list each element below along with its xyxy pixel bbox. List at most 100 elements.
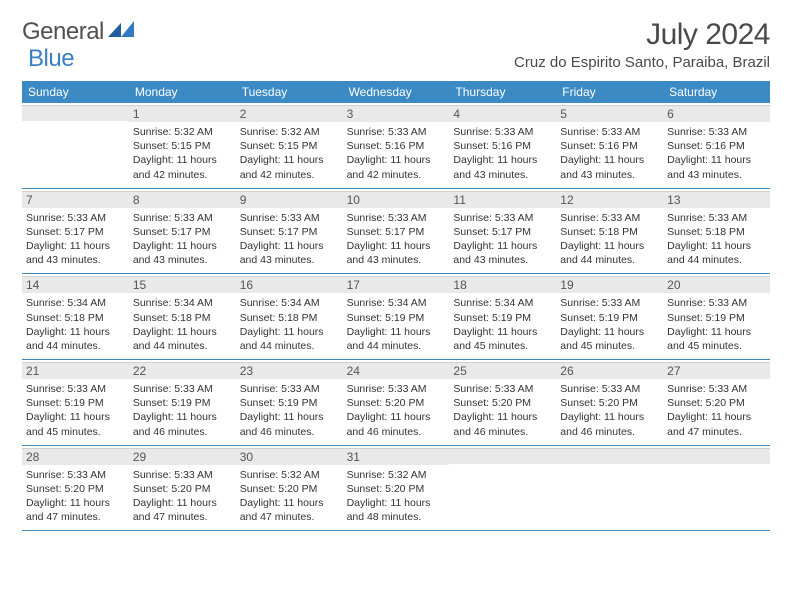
sunrise: Sunrise: 5:32 AM: [133, 125, 232, 139]
day-cell: 15Sunrise: 5:34 AMSunset: 5:18 PMDayligh…: [129, 274, 236, 359]
month-title: July 2024: [514, 18, 770, 52]
day-info: Sunrise: 5:33 AMSunset: 5:19 PMDaylight:…: [26, 382, 125, 439]
day-info: Sunrise: 5:33 AMSunset: 5:19 PMDaylight:…: [560, 296, 659, 353]
day-number: 19: [556, 276, 663, 293]
sunrise: Sunrise: 5:33 AM: [26, 468, 125, 482]
day-cell: [22, 103, 129, 188]
daylight-line2: and 43 minutes.: [453, 168, 552, 182]
daylight-line1: Daylight: 11 hours: [453, 410, 552, 424]
day-info: Sunrise: 5:33 AMSunset: 5:16 PMDaylight:…: [453, 125, 552, 182]
sunrise: Sunrise: 5:33 AM: [453, 211, 552, 225]
day-number: 22: [129, 362, 236, 379]
day-cell: 16Sunrise: 5:34 AMSunset: 5:18 PMDayligh…: [236, 274, 343, 359]
day-number: 15: [129, 276, 236, 293]
week-row: 21 Sunrise: 5:33 AMSunset: 5:19 PMDayligh…: [22, 360, 770, 446]
col-sat: Saturday: [663, 81, 770, 103]
day-cell: 12Sunrise: 5:33 AMSunset: 5:18 PMDayligh…: [556, 189, 663, 274]
day-info: Sunrise: 5:33 AMSunset: 5:19 PMDaylight:…: [667, 296, 766, 353]
daylight-line1: Daylight: 11 hours: [240, 325, 339, 339]
day-cell: 14Sunrise: 5:34 AMSunset: 5:18 PMDayligh…: [22, 274, 129, 359]
day-cell: [663, 446, 770, 531]
day-info: Sunrise: 5:33 AMSunset: 5:20 PMDaylight:…: [347, 382, 446, 439]
sunset: Sunset: 5:17 PM: [347, 225, 446, 239]
day-info: Sunrise: 5:33 AMSunset: 5:16 PMDaylight:…: [560, 125, 659, 182]
daylight-line2: and 43 minutes.: [347, 253, 446, 267]
day-number: 21: [22, 362, 129, 379]
sunset: Sunset: 5:17 PM: [133, 225, 232, 239]
daylight-line2: and 46 minutes.: [453, 425, 552, 439]
sunset: Sunset: 5:20 PM: [347, 482, 446, 496]
day-cell: 2Sunrise: 5:32 AMSunset: 5:15 PMDaylight…: [236, 103, 343, 188]
daylight-line2: and 47 minutes.: [133, 510, 232, 524]
sunrise: Sunrise: 5:32 AM: [240, 125, 339, 139]
day-number: 27: [663, 362, 770, 379]
day-cell: 10Sunrise: 5:33 AMSunset: 5:17 PMDayligh…: [343, 189, 450, 274]
daylight-line1: Daylight: 11 hours: [133, 496, 232, 510]
daylight-line1: Daylight: 11 hours: [240, 239, 339, 253]
daylight-line1: Daylight: 11 hours: [347, 325, 446, 339]
day-number: 2: [236, 105, 343, 122]
day-info: Sunrise: 5:33 AMSunset: 5:17 PMDaylight:…: [240, 211, 339, 268]
day-number: 13: [663, 191, 770, 208]
daylight-line2: and 43 minutes.: [133, 253, 232, 267]
day-number: 3: [343, 105, 450, 122]
day-info: Sunrise: 5:34 AMSunset: 5:18 PMDaylight:…: [240, 296, 339, 353]
daylight-line2: and 47 minutes.: [667, 425, 766, 439]
sunset: Sunset: 5:17 PM: [240, 225, 339, 239]
week-row: 1Sunrise: 5:32 AMSunset: 5:15 PMDaylight…: [22, 103, 770, 189]
daylight-line2: and 43 minutes.: [240, 253, 339, 267]
sunrise: Sunrise: 5:33 AM: [347, 125, 446, 139]
day-number: 31: [343, 448, 450, 465]
sunset: Sunset: 5:17 PM: [453, 225, 552, 239]
daylight-line1: Daylight: 11 hours: [133, 153, 232, 167]
logo-triangle-icon: [108, 19, 134, 37]
sunrise: Sunrise: 5:33 AM: [560, 125, 659, 139]
sunset: Sunset: 5:20 PM: [240, 482, 339, 496]
sunset: Sunset: 5:15 PM: [133, 139, 232, 153]
sunset: Sunset: 5:16 PM: [667, 139, 766, 153]
sunrise: Sunrise: 5:33 AM: [133, 468, 232, 482]
daylight-line1: Daylight: 11 hours: [347, 153, 446, 167]
sunrise: Sunrise: 5:33 AM: [26, 211, 125, 225]
day-cell: 31Sunrise: 5:32 AMSunset: 5:20 PMDayligh…: [343, 446, 450, 531]
sunset: Sunset: 5:18 PM: [667, 225, 766, 239]
sunrise: Sunrise: 5:33 AM: [667, 211, 766, 225]
day-cell: 29 Sunrise: 5:33 AMSunset: 5:20 PMDayligh…: [129, 446, 236, 531]
daylight-line2: and 43 minutes.: [453, 253, 552, 267]
col-mon: Monday: [129, 81, 236, 103]
daylight-line2: and 44 minutes.: [347, 339, 446, 353]
daylight-line1: Daylight: 11 hours: [26, 410, 125, 424]
sunrise: Sunrise: 5:33 AM: [560, 296, 659, 310]
daylight-line2: and 45 minutes.: [560, 339, 659, 353]
daylight-line1: Daylight: 11 hours: [667, 239, 766, 253]
daylight-line1: Daylight: 11 hours: [133, 325, 232, 339]
sunset: Sunset: 5:19 PM: [667, 311, 766, 325]
day-cell: 20Sunrise: 5:33 AMSunset: 5:19 PMDayligh…: [663, 274, 770, 359]
sunset: Sunset: 5:18 PM: [240, 311, 339, 325]
day-info: Sunrise: 5:34 AMSunset: 5:19 PMDaylight:…: [347, 296, 446, 353]
daylight-line2: and 45 minutes.: [667, 339, 766, 353]
daylight-line2: and 42 minutes.: [240, 168, 339, 182]
calendar: Sunday Monday Tuesday Wednesday Thursday…: [22, 81, 770, 531]
day-cell: 4Sunrise: 5:33 AMSunset: 5:16 PMDaylight…: [449, 103, 556, 188]
day-info: Sunrise: 5:34 AMSunset: 5:19 PMDaylight:…: [453, 296, 552, 353]
day-number: 29: [129, 448, 236, 465]
sunset: Sunset: 5:20 PM: [133, 482, 232, 496]
day-cell: 8Sunrise: 5:33 AMSunset: 5:17 PMDaylight…: [129, 189, 236, 274]
sunset: Sunset: 5:19 PM: [453, 311, 552, 325]
sunset: Sunset: 5:20 PM: [347, 396, 446, 410]
day-number: 12: [556, 191, 663, 208]
daylight-line2: and 45 minutes.: [453, 339, 552, 353]
daylight-line2: and 44 minutes.: [667, 253, 766, 267]
day-number: 7: [22, 191, 129, 208]
sunset: Sunset: 5:16 PM: [560, 139, 659, 153]
sunset: Sunset: 5:20 PM: [453, 396, 552, 410]
sunset: Sunset: 5:19 PM: [347, 311, 446, 325]
daylight-line2: and 43 minutes.: [667, 168, 766, 182]
sunset: Sunset: 5:20 PM: [26, 482, 125, 496]
daylight-line1: Daylight: 11 hours: [26, 496, 125, 510]
daylight-line2: and 46 minutes.: [560, 425, 659, 439]
day-cell: 13 Sunrise: 5:33 AMSunset: 5:18 PMDayligh…: [663, 189, 770, 274]
brand-part2: Blue: [28, 45, 74, 73]
sunset: Sunset: 5:19 PM: [240, 396, 339, 410]
